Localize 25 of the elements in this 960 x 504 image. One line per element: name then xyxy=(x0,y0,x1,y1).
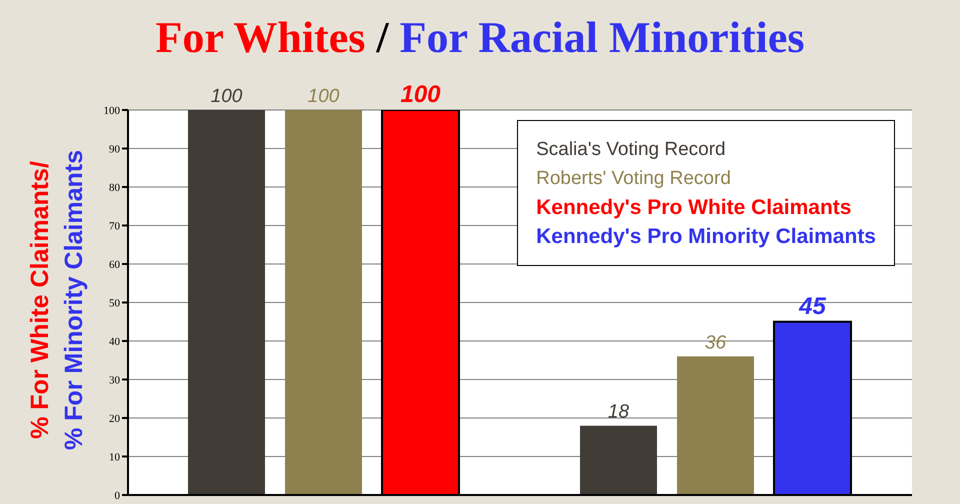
y-tick-label: 30 xyxy=(109,374,120,386)
text: Kennedy's Pro White Claimants xyxy=(536,195,852,221)
y-tick-label: 40 xyxy=(109,336,120,348)
y-tick-label: 0 xyxy=(114,490,120,502)
chart-title: For Whites / For Racial Minorities xyxy=(156,13,804,62)
y-tick-label: 70 xyxy=(109,220,120,232)
y-tick-label: 80 xyxy=(109,182,120,194)
bar xyxy=(285,110,362,495)
text: Roberts' Voting Record xyxy=(536,167,732,191)
y-tick-label: 20 xyxy=(109,412,120,425)
data-label: 100 xyxy=(210,86,243,107)
y-tick-label: 60 xyxy=(109,258,120,271)
data-label: 100 xyxy=(400,81,442,108)
text: Scalia's Voting Record xyxy=(536,138,727,162)
y-axis-title: % For White Claimants/ % For Minority Claimants xyxy=(25,150,89,450)
bar xyxy=(677,356,754,495)
text: Kennedy's Pro Minority Claimants xyxy=(536,224,876,250)
y-tick-label: 50 xyxy=(109,297,120,310)
y-tick-label: 100 xyxy=(104,104,120,117)
y-tick-label: 10 xyxy=(109,451,120,464)
y-tick-label: 90 xyxy=(109,143,120,156)
data-label: 18 xyxy=(608,402,630,423)
data-label: 100 xyxy=(308,86,340,107)
bar xyxy=(188,110,265,495)
bar xyxy=(580,426,657,495)
